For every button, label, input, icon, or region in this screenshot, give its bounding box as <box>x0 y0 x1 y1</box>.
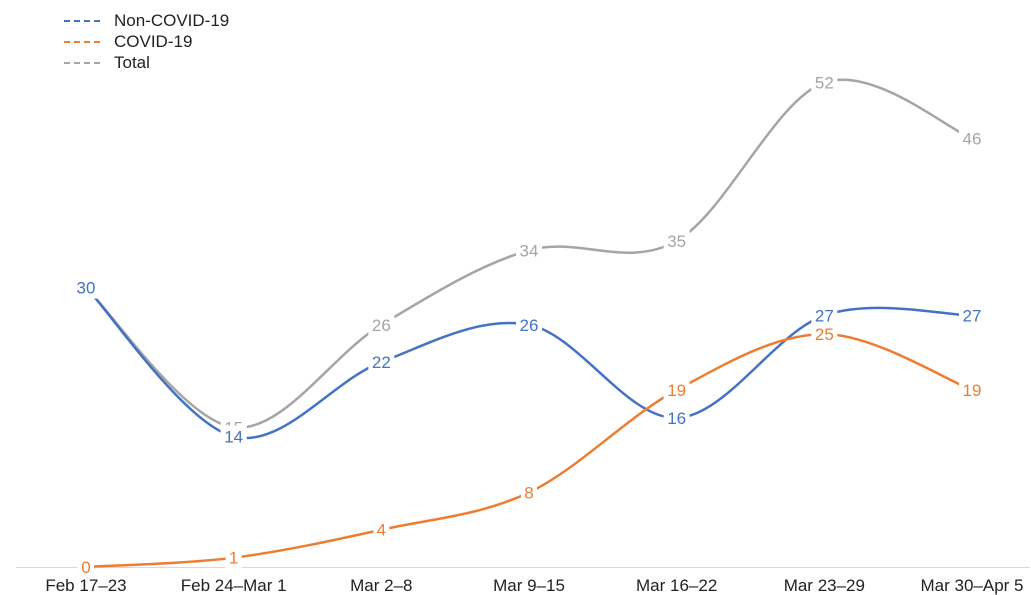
data-label-non-covid-19: 26 <box>520 316 539 335</box>
legend-label-non-covid: Non-COVID-19 <box>114 10 230 30</box>
data-label-bg <box>959 127 985 150</box>
legend-swatch-covid <box>64 40 100 43</box>
data-label-bg <box>811 304 838 327</box>
data-label-covid-19: 19 <box>963 381 982 400</box>
x-axis-ticks: Feb 17–23 Feb 24–Mar 1 Mar 2–8 Mar 9–15 Mar … <box>45 576 1023 595</box>
data-label-covid-19: 0 <box>81 558 90 577</box>
x-tick-label: Feb 24–Mar 1 <box>181 576 287 595</box>
data-label-bg <box>368 351 395 374</box>
data-label-bg <box>73 276 99 299</box>
legend-swatch-total <box>64 61 100 64</box>
data-label-bg <box>368 313 395 336</box>
data-label-non-covid-19: 27 <box>815 306 834 325</box>
x-tick-label: Mar 23–29 <box>784 576 865 595</box>
data-label-bg <box>663 229 690 252</box>
data-label-bg <box>225 546 242 569</box>
data-label-covid-19: 1 <box>229 549 238 568</box>
data-label-total: 26 <box>372 316 391 335</box>
data-label-covid-19: 25 <box>815 325 834 344</box>
data-label-bg <box>663 379 690 402</box>
x-tick-label: Mar 9–15 <box>493 576 565 595</box>
legend-label-covid: COVID-19 <box>114 31 193 51</box>
series-line-non-covid-19 <box>84 286 974 440</box>
series-line-covid-19 <box>84 332 974 569</box>
data-label-bg <box>521 481 537 504</box>
data-label-covid-19: 4 <box>377 521 386 540</box>
data-label-bg <box>220 425 247 448</box>
data-label-bg <box>516 313 542 336</box>
data-label-non-covid-19: 16 <box>667 409 686 428</box>
legend-swatch-non-covid <box>64 19 100 22</box>
data-label-bg <box>78 556 94 578</box>
data-label-covid-19: 8 <box>524 483 533 502</box>
x-tick-label: Feb 17–23 <box>45 576 126 595</box>
data-label-bg <box>663 406 690 429</box>
data-label-non-covid-19: 27 <box>963 306 982 325</box>
data-label-total: 46 <box>963 129 982 148</box>
legend-item-covid: COVID-19 <box>64 31 229 52</box>
data-label-total: 52 <box>815 74 834 93</box>
data-label-bg <box>959 304 985 327</box>
data-label-non-covid-19: 22 <box>372 353 391 372</box>
legend: Non-COVID-19 COVID-19 Total <box>64 10 229 73</box>
data-label-bg <box>373 518 390 541</box>
data-label-non-covid-19: 14 <box>224 428 243 447</box>
data-label-bg <box>811 71 838 94</box>
legend-item-non-covid: Non-COVID-19 <box>64 10 229 31</box>
data-label-total: 35 <box>667 232 686 251</box>
data-label-bg <box>811 323 838 346</box>
x-tick-label: Mar 2–8 <box>350 576 412 595</box>
legend-item-total: Total <box>64 52 229 73</box>
data-label-bg <box>959 379 985 402</box>
legend-label-total: Total <box>114 52 150 72</box>
data-label-layer: 30152634355246301422261627270148192519 <box>73 71 985 578</box>
data-label-non-covid-19: 30 <box>77 279 96 298</box>
x-tick-label: Mar 30–Apr 5 <box>921 576 1024 595</box>
data-label-bg <box>516 239 542 262</box>
data-label-total: 34 <box>520 241 539 260</box>
data-label-covid-19: 19 <box>667 381 686 400</box>
x-tick-label: Mar 16–22 <box>636 576 717 595</box>
